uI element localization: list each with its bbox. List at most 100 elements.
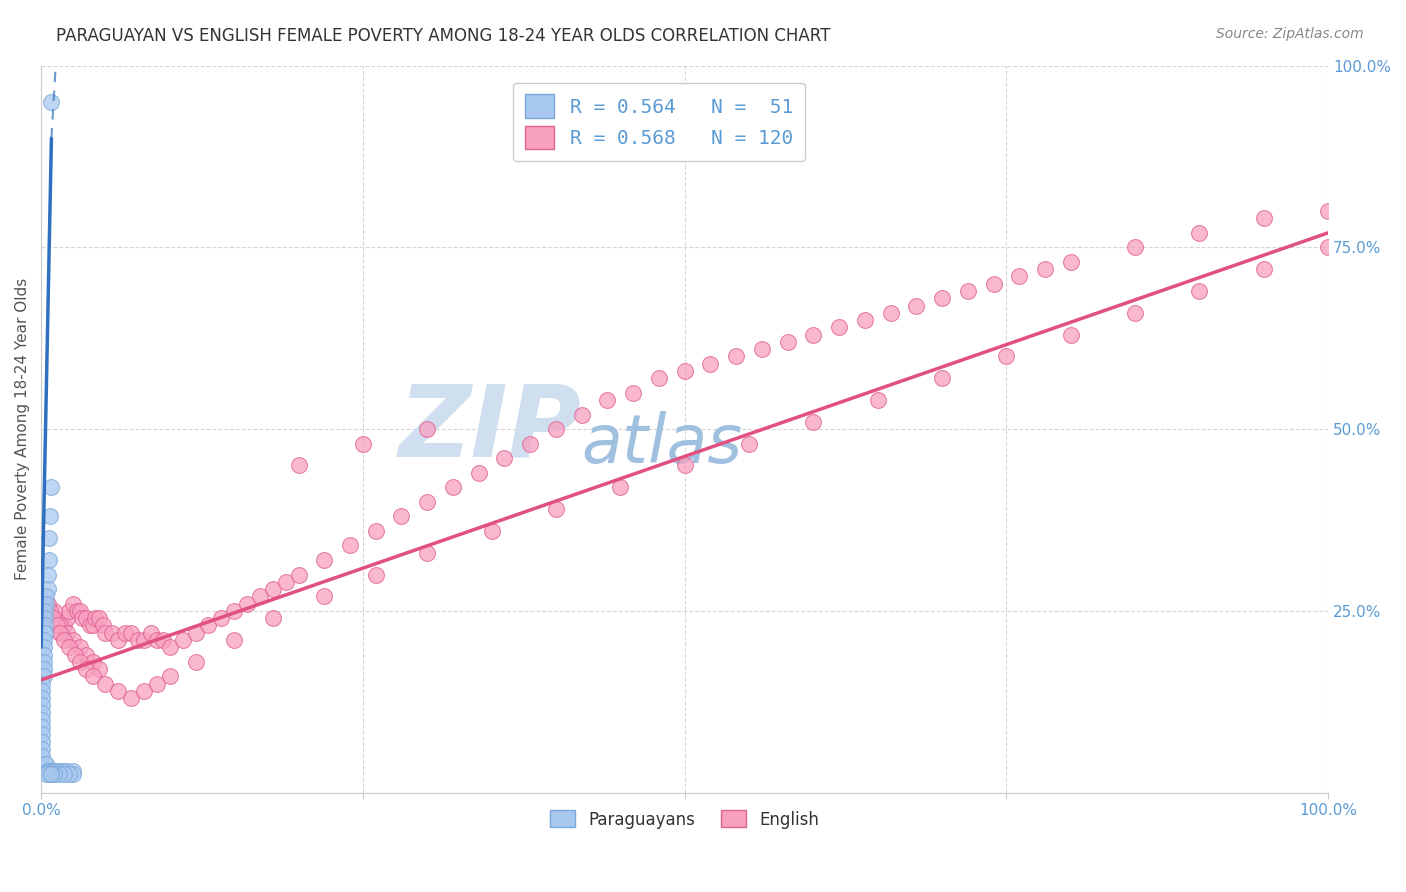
Point [37, 567, 59, 582]
Point [49, 618, 72, 632]
Point [751, 342, 773, 356]
Point [41, 767, 63, 781]
Point [82, 669, 104, 683]
Point [82, 655, 104, 669]
Point [1123, 306, 1146, 320]
Point [41, 767, 63, 781]
Point [416, 495, 439, 509]
Point [42, 611, 65, 625]
Point [45, 618, 67, 632]
Point [1317, 204, 1340, 219]
Point [31, 698, 53, 713]
Point [35, 767, 58, 781]
Point [58, 767, 80, 781]
Point [1123, 240, 1146, 254]
Point [56, 611, 79, 625]
Point [146, 632, 169, 647]
Point [38, 764, 60, 778]
Point [441, 480, 464, 494]
Point [828, 320, 851, 334]
Point [79, 618, 101, 632]
Point [38, 553, 60, 567]
Point [197, 618, 219, 632]
Point [34, 625, 56, 640]
Point [66, 604, 89, 618]
Point [87, 662, 110, 676]
Point [53, 632, 76, 647]
Point [45, 764, 67, 778]
Point [391, 509, 413, 524]
Point [69, 640, 91, 655]
Point [209, 611, 232, 625]
Point [339, 538, 361, 552]
Point [314, 553, 336, 567]
Point [56, 625, 79, 640]
Point [87, 611, 110, 625]
Point [467, 466, 489, 480]
Text: atlas: atlas [582, 410, 742, 476]
Point [184, 625, 207, 640]
Point [519, 436, 541, 450]
Point [224, 604, 246, 618]
Point [107, 632, 129, 647]
Point [120, 691, 142, 706]
Point [45, 618, 67, 632]
Point [62, 632, 84, 647]
Point [53, 767, 76, 781]
Point [69, 655, 91, 669]
Point [32, 632, 55, 647]
Point [699, 357, 721, 371]
Point [609, 480, 631, 494]
Point [249, 590, 271, 604]
Point [75, 648, 97, 662]
Point [32, 662, 55, 676]
Point [184, 655, 207, 669]
Point [41, 611, 63, 625]
Y-axis label: Female Poverty Among 18-24 Year Olds: Female Poverty Among 18-24 Year Olds [15, 278, 30, 581]
Point [1317, 240, 1340, 254]
Point [38, 531, 60, 545]
Point [82, 618, 104, 632]
Point [801, 327, 824, 342]
Point [956, 284, 979, 298]
Point [48, 767, 70, 781]
Point [571, 408, 593, 422]
Point [494, 451, 516, 466]
Point [53, 764, 76, 778]
Point [75, 662, 97, 676]
Point [107, 684, 129, 698]
Point [32, 669, 55, 683]
Text: PARAGUAYAN VS ENGLISH FEMALE POVERTY AMONG 18-24 YEAR OLDS CORRELATION CHART: PARAGUAYAN VS ENGLISH FEMALE POVERTY AMO… [56, 27, 831, 45]
Point [224, 632, 246, 647]
Point [879, 306, 901, 320]
Point [132, 632, 155, 647]
Point [274, 574, 297, 589]
Point [49, 625, 72, 640]
Point [31, 742, 53, 756]
Legend: Paraguayans, English: Paraguayans, English [544, 804, 825, 835]
Point [31, 713, 53, 727]
Point [39, 509, 62, 524]
Point [32, 640, 55, 655]
Point [352, 436, 374, 450]
Point [801, 415, 824, 429]
Point [39, 604, 62, 618]
Point [91, 618, 114, 632]
Point [31, 720, 53, 734]
Point [31, 735, 53, 749]
Point [114, 625, 136, 640]
Point [35, 590, 58, 604]
Point [63, 648, 86, 662]
Point [56, 764, 79, 778]
Point [34, 756, 56, 771]
Point [146, 676, 169, 690]
Point [84, 611, 107, 625]
Point [544, 422, 567, 436]
Point [172, 632, 194, 647]
Point [1060, 255, 1083, 269]
Point [58, 640, 80, 655]
Point [42, 604, 65, 618]
Point [262, 582, 284, 596]
Point [1188, 226, 1211, 240]
Point [416, 546, 439, 560]
